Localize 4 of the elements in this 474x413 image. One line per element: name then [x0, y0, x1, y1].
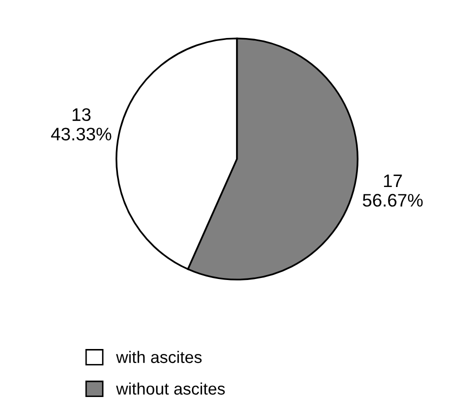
data-label: 13 43.33%: [51, 108, 112, 140]
data-label: 17 56.67%: [362, 174, 423, 207]
legend-label: without ascites: [116, 382, 225, 395]
legend-label: with ascites: [116, 350, 202, 364]
